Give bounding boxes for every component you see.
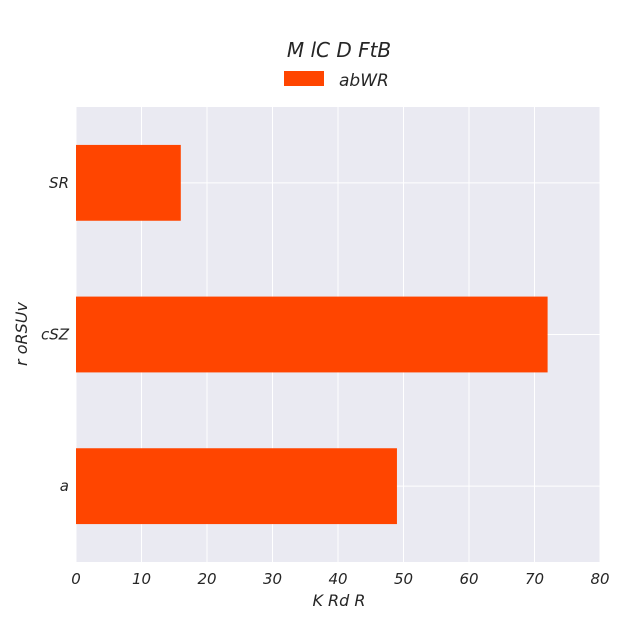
bar-a [76, 448, 397, 525]
y-tick-label-a: a [60, 477, 69, 495]
x-tick-label-4: 40 [328, 570, 347, 588]
chart-title: M lC D FtB [287, 38, 391, 62]
y-tick-label-SR: SR [49, 174, 69, 192]
bars [76, 144, 548, 525]
legend: abWR [284, 71, 389, 91]
y-tick-label-cSZ: cSZ [41, 326, 70, 344]
x-axis-label: K Rd R [312, 591, 365, 610]
bar-SR [76, 144, 181, 221]
x-tick-label-2: 20 [197, 570, 216, 588]
x-tick-label-6: 60 [459, 570, 478, 588]
x-tick-label-1: 10 [132, 570, 151, 588]
x-tick-label-7: 70 [525, 570, 544, 588]
x-tick-label-0: 0 [71, 570, 81, 588]
x-tick-label-8: 80 [590, 570, 609, 588]
legend-label: abWR [339, 71, 389, 91]
y-axis-label: r oRSUv [12, 302, 31, 366]
x-tick-label-5: 50 [394, 570, 413, 588]
legend-swatch [284, 71, 324, 86]
bar-cSZ [76, 296, 548, 373]
x-axis-ticks: 0 10 20 30 40 50 60 70 80 [71, 570, 609, 588]
x-tick-label-3: 30 [263, 570, 282, 588]
y-axis-ticks: a cSZ SR [41, 174, 70, 495]
